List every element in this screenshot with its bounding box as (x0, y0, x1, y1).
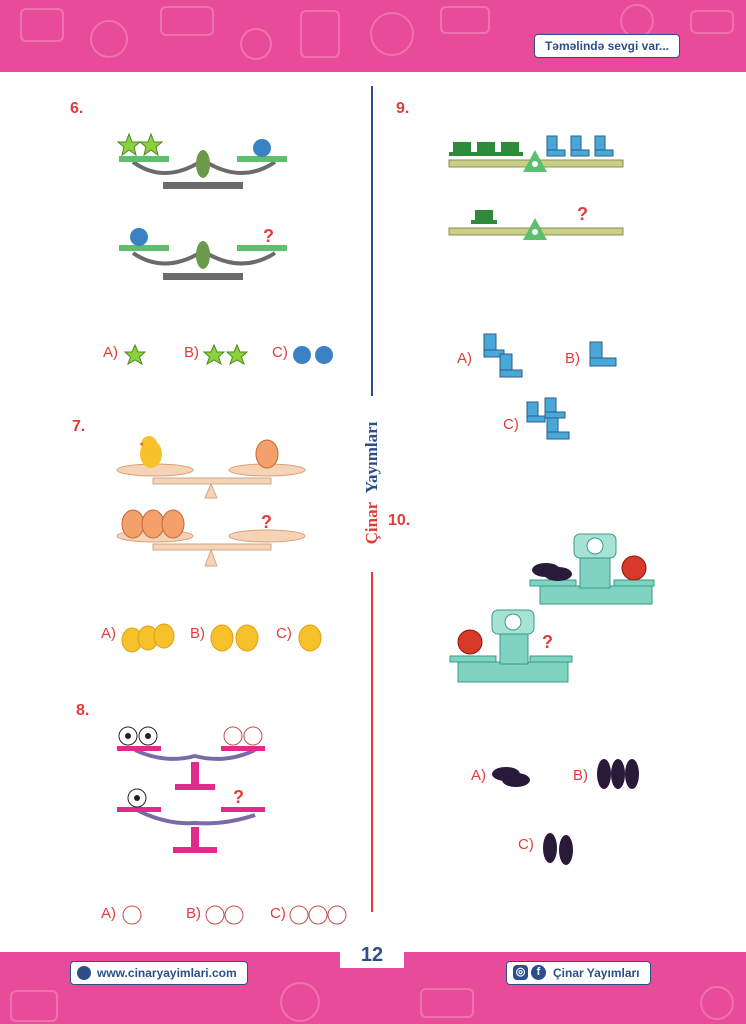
q7-option-c[interactable]: C) (276, 625, 292, 642)
divider-bottom (371, 572, 373, 912)
question-number-7: 7. (72, 418, 86, 435)
q8-option-c[interactable]: C) (270, 905, 286, 922)
q7-b-chicks (210, 624, 259, 652)
q10-scale-2: ? (449, 609, 573, 683)
q7-option-b[interactable]: B) (190, 625, 205, 642)
q9-seesaw-1 (448, 135, 624, 172)
brand-vertical: Çinar Yayımları (352, 398, 392, 568)
question-mark: ? (577, 204, 588, 224)
q6-option-b[interactable]: B) (184, 344, 199, 361)
q8-balance-2: ? (117, 787, 265, 853)
q9-option-b[interactable]: B) (565, 350, 580, 367)
q10-option-a[interactable]: A) (471, 767, 486, 784)
social-text: Çinar Yayımları (553, 966, 640, 980)
q7-balance-1 (116, 436, 306, 499)
brand-second: Yayımları (362, 421, 381, 494)
q10-c-eggplants (543, 833, 573, 865)
q7-a-chicks (121, 623, 175, 653)
facebook-icon: f (531, 965, 546, 981)
q9-seesaw-2: ? (448, 204, 624, 240)
page-number: 12 (340, 938, 404, 968)
q9-c-boots (526, 397, 570, 440)
slogan-badge: Təməlində sevgi var... (533, 34, 680, 58)
header-banner: Təməlində sevgi var... (0, 0, 746, 72)
q6-c-balls (293, 346, 333, 364)
q10-scale-1 (529, 533, 655, 605)
question-number-8: 8. (76, 702, 90, 719)
q8-a-baseball (122, 905, 142, 925)
website-link[interactable]: www.cinaryayimlari.com (70, 961, 248, 985)
q7-balance-2: ? (116, 509, 306, 567)
q8-option-a[interactable]: A) (101, 905, 116, 922)
q8-option-b[interactable]: B) (186, 905, 201, 922)
q9-b-boot (589, 341, 617, 367)
q8-c-baseballs (289, 905, 347, 925)
q6-balance-2: ? (119, 226, 287, 280)
question-number-9: 9. (396, 100, 410, 117)
question-number-6: 6. (70, 100, 84, 117)
q6-option-a[interactable]: A) (103, 344, 118, 361)
q10-b-eggplants (597, 759, 639, 789)
question-mark: ? (261, 512, 272, 532)
question-number-10: 10. (388, 512, 411, 529)
question-mark: ? (542, 632, 553, 652)
q6-b-stars (202, 343, 249, 366)
brand-first: Çinar (362, 501, 381, 545)
q6-option-c[interactable]: C) (272, 344, 288, 361)
q6-balance-1 (116, 132, 287, 189)
divider-top (371, 86, 373, 396)
q10-a-eggplants (492, 767, 530, 787)
q8-b-baseballs (205, 905, 244, 925)
social-badge[interactable]: ◎ f Çinar Yayımları (506, 961, 651, 985)
q6-a-star (123, 343, 147, 366)
q10-option-b[interactable]: B) (573, 767, 588, 784)
q7-option-a[interactable]: A) (101, 625, 116, 642)
q10-option-c[interactable]: C) (518, 836, 534, 853)
q9-option-a[interactable]: A) (457, 350, 472, 367)
q7-c-chick (298, 624, 322, 652)
question-mark: ? (263, 226, 274, 246)
instagram-icon: ◎ (513, 965, 528, 981)
q9-a-boots (483, 333, 523, 378)
globe-icon (77, 965, 91, 980)
question-mark: ? (233, 787, 244, 807)
q8-balance-1 (117, 726, 265, 790)
website-text: www.cinaryayimlari.com (97, 966, 237, 980)
q9-option-c[interactable]: C) (503, 416, 519, 433)
